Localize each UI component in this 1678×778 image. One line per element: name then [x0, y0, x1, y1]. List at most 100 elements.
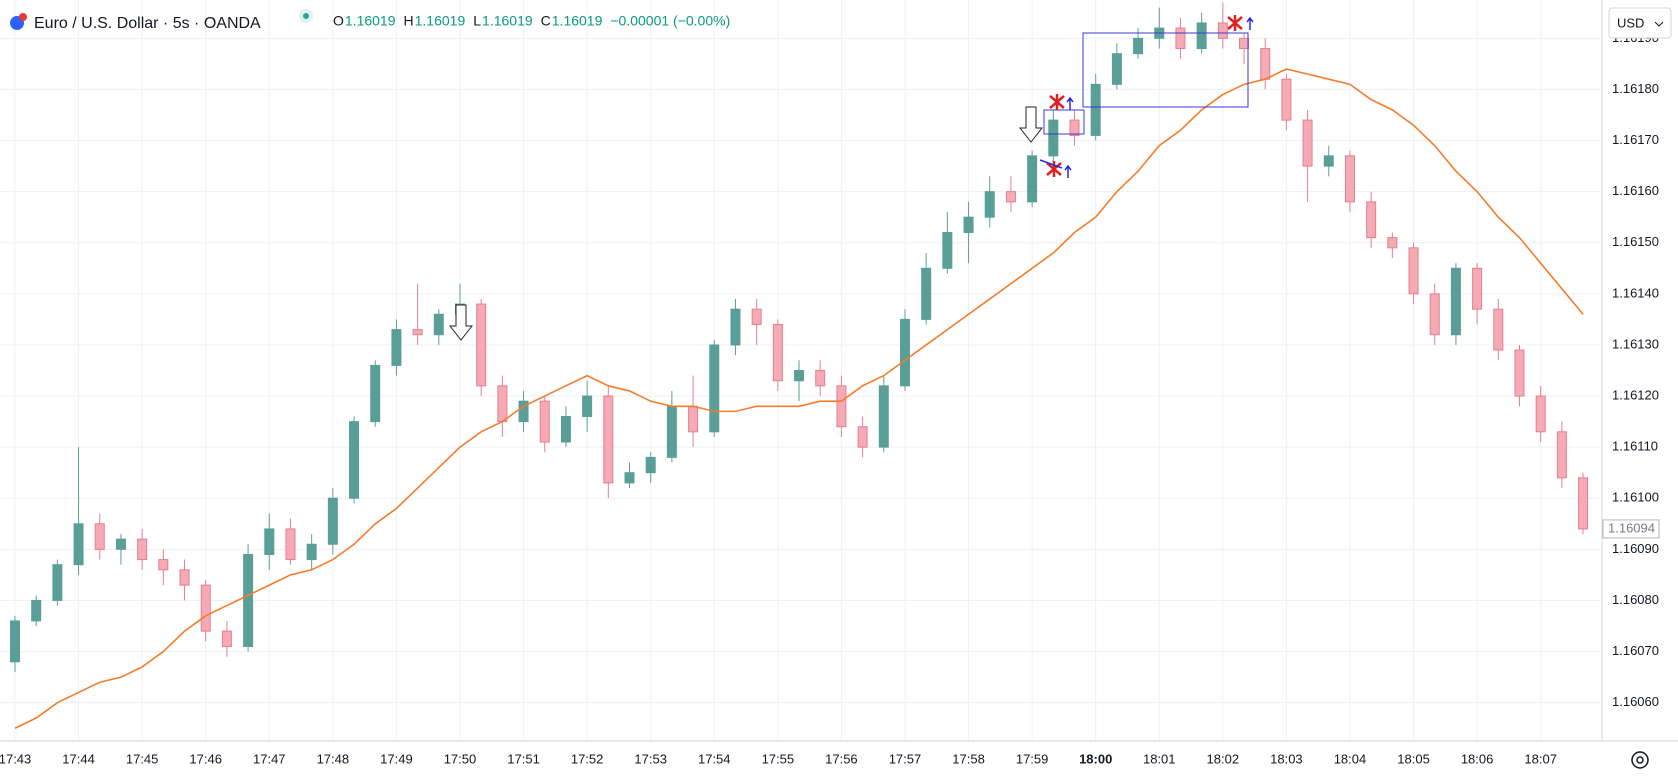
- candle-body: [1387, 237, 1398, 249]
- candle-body: [10, 620, 20, 663]
- candle-body: [666, 405, 677, 458]
- candle-body: [857, 426, 868, 448]
- candle-body: [1514, 349, 1525, 397]
- symbol-title[interactable]: Euro / U.S. Dollar · 5s · OANDA: [34, 15, 261, 32]
- candle-body: [751, 308, 762, 326]
- x-tick-label: 17:52: [571, 751, 604, 766]
- candle-body: [624, 472, 635, 484]
- y-tick-label: 1.16140: [1612, 285, 1659, 300]
- candle-body: [688, 405, 699, 433]
- candle-body: [327, 497, 338, 545]
- candle-body: [52, 564, 63, 601]
- x-tick-label: 17:51: [507, 751, 540, 766]
- candle-body: [772, 324, 783, 382]
- candle-body: [497, 385, 508, 423]
- candle-body: [1196, 22, 1207, 50]
- ohlc-legend: O 1.16019 H 1.16019 L 1.16019 C 1.16019 −0.00001…: [333, 13, 730, 29]
- last-price-label: 1.16094: [1608, 520, 1655, 535]
- candle-body: [1048, 119, 1059, 157]
- ohlc-label: H: [404, 13, 414, 29]
- candle-body: [94, 523, 105, 550]
- y-tick-label: 1.16110: [1612, 439, 1658, 454]
- candle-body: [794, 370, 805, 382]
- x-tick-label: 18:07: [1524, 751, 1557, 766]
- candle-body: [815, 370, 826, 387]
- candle-body: [73, 523, 84, 566]
- chevron: [1654, 21, 1664, 27]
- candle-body: [1535, 395, 1546, 433]
- candle-body: [1472, 267, 1483, 310]
- candle-body: [31, 599, 42, 622]
- candle-body: [200, 584, 211, 632]
- candle-body: [899, 318, 910, 387]
- x-tick-label: 17:56: [825, 751, 858, 766]
- up-arrow-marker[interactable]: [1039, 16, 1254, 178]
- ohlc-label: C: [541, 13, 551, 29]
- ohlc-value: 1.16019: [552, 13, 603, 29]
- candle-body: [942, 232, 953, 269]
- candle-body: [921, 267, 932, 320]
- status-dot: [303, 13, 309, 19]
- currency-label[interactable]: USD: [1617, 15, 1644, 30]
- x-tick-label: 17:44: [62, 751, 95, 766]
- currency-button[interactable]: [1608, 7, 1672, 39]
- candle-body: [1578, 477, 1589, 530]
- annotations: [448, 15, 1254, 341]
- ohlc-value: 1.16019: [415, 13, 466, 29]
- candle-body: [603, 395, 614, 484]
- candle-body: [1429, 293, 1440, 336]
- x-tick-label: 17:55: [762, 751, 795, 766]
- candle-body: [137, 538, 148, 561]
- candle-body: [1239, 37, 1250, 50]
- candle-body: [1090, 83, 1101, 136]
- candle-body: [1005, 191, 1016, 203]
- candle-body: [1281, 78, 1292, 121]
- symbol-icon: [19, 13, 27, 21]
- candle-body: [285, 528, 296, 561]
- candle-body: [115, 538, 126, 550]
- y-tick-label: 1.16130: [1612, 336, 1659, 351]
- y-tick-label: 1.16060: [1612, 694, 1659, 709]
- candle-body: [1260, 48, 1271, 80]
- ohlc-value: 1.16019: [482, 13, 533, 29]
- y-tick-label: 1.16080: [1612, 592, 1659, 607]
- candle-body: [391, 329, 402, 366]
- ohlc-label: O: [333, 13, 344, 29]
- candle-body: [560, 415, 571, 443]
- candle-body: [539, 400, 550, 443]
- x-tick-label: 17:43: [0, 751, 31, 766]
- header: Euro / U.S. Dollar · 5s · OANDA O 1.16019…: [10, 9, 730, 32]
- moving-average: [14, 68, 1584, 729]
- x-tick-label: 17:45: [126, 751, 159, 766]
- arrow-down[interactable]: [1018, 106, 1044, 143]
- y-tick-label: 1.16070: [1612, 643, 1659, 658]
- candle-body: [1111, 53, 1122, 85]
- candle-body: [1408, 247, 1419, 295]
- axes: 1.16060 1.16070 1.16080 1.16090 1.16100 1.161…: [0, 30, 1660, 766]
- plot: [10, 2, 1589, 729]
- settings-icon[interactable]: [1631, 751, 1649, 769]
- star-marker[interactable]: [1046, 15, 1243, 177]
- x-tick-label: 17:53: [634, 751, 667, 766]
- candle-body: [412, 329, 423, 336]
- candle-body: [158, 559, 169, 571]
- candle-body: [264, 528, 275, 555]
- arrow-down[interactable]: [448, 304, 474, 341]
- candle-body: [836, 385, 847, 428]
- candle-body: [518, 400, 529, 423]
- candle-body: [1027, 155, 1038, 203]
- candle-body: [243, 553, 254, 647]
- x-tick-label: 17:48: [317, 751, 350, 766]
- x-tick-label: 18:02: [1207, 751, 1240, 766]
- y-tick-label: 1.16150: [1612, 234, 1659, 249]
- grid: [0, 0, 1602, 741]
- candle-body: [984, 191, 995, 218]
- candle-body: [582, 395, 593, 417]
- ohlc-change: −0.00001 (−0.00%): [610, 13, 730, 29]
- candle-body: [1069, 119, 1080, 136]
- candle-body: [730, 308, 741, 346]
- candle-body: [1366, 201, 1377, 239]
- candle-body: [963, 216, 974, 234]
- x-tick-label: 17:47: [253, 751, 286, 766]
